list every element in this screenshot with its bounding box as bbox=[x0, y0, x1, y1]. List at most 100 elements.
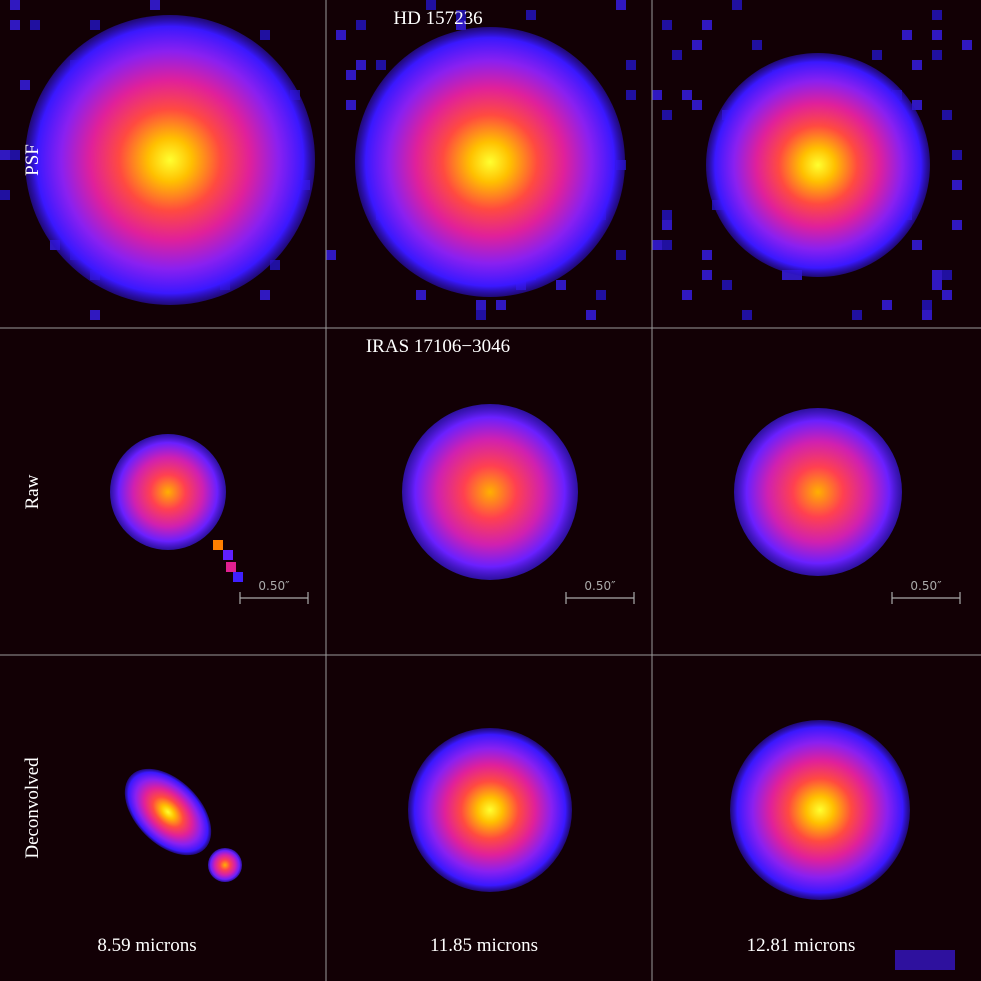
scale-bar: 0.50″ bbox=[565, 579, 635, 604]
noise-pixel bbox=[626, 60, 636, 70]
noise-pixel bbox=[356, 60, 366, 70]
noise-pixel bbox=[952, 220, 962, 230]
row-label: Deconvolved bbox=[22, 757, 43, 859]
noise-pixel bbox=[260, 30, 270, 40]
noise-pixel bbox=[346, 100, 356, 110]
noise-pixel bbox=[376, 60, 386, 70]
noise-pixel bbox=[10, 20, 20, 30]
noise-pixel bbox=[336, 30, 346, 40]
noise-pixel bbox=[20, 80, 30, 90]
raw-blob bbox=[734, 408, 902, 576]
noise-pixel bbox=[882, 300, 892, 310]
noise-pixel bbox=[626, 90, 636, 100]
noise-pixel bbox=[616, 0, 626, 10]
noise-pixel bbox=[932, 10, 942, 20]
noise-pixel bbox=[722, 280, 732, 290]
noise-pixel bbox=[702, 20, 712, 30]
scale-bar-label: 0.50″ bbox=[258, 579, 290, 593]
noise-pixel bbox=[872, 50, 882, 60]
noise-pixel bbox=[456, 10, 466, 20]
noise-pixel bbox=[782, 270, 792, 280]
scale-bar-label: 0.50″ bbox=[910, 579, 942, 593]
noise-pixel bbox=[496, 300, 506, 310]
noise-pixel bbox=[662, 110, 672, 120]
noise-pixel bbox=[662, 240, 672, 250]
noise-pixel bbox=[456, 20, 466, 30]
noise-pixel bbox=[672, 50, 682, 60]
noise-pixel bbox=[942, 290, 952, 300]
noise-pixel bbox=[652, 90, 662, 100]
target-title: IRAS 17106−3046 bbox=[366, 336, 510, 357]
noise-pixel bbox=[556, 280, 566, 290]
column-label: 12.81 microns bbox=[747, 935, 856, 956]
noise-pixel bbox=[922, 310, 932, 320]
noise-pixel bbox=[932, 30, 942, 40]
scale-bar-label: 0.50″ bbox=[584, 579, 616, 593]
noise-pixel bbox=[346, 70, 356, 80]
noise-pixel bbox=[952, 180, 962, 190]
noise-pixel bbox=[932, 50, 942, 60]
noise-pixel bbox=[10, 150, 20, 160]
noise-pixel bbox=[10, 0, 20, 10]
noise-pixel bbox=[0, 190, 10, 200]
noise-pixel bbox=[0, 150, 10, 160]
column-label: 11.85 microns bbox=[430, 935, 538, 956]
noise-pixel bbox=[702, 270, 712, 280]
noise-pixel bbox=[852, 310, 862, 320]
noise-pixel bbox=[270, 260, 280, 270]
noise-pixel bbox=[416, 290, 426, 300]
noise-pixel bbox=[426, 0, 436, 10]
noise-pixel bbox=[732, 0, 742, 10]
noise-pixel bbox=[912, 60, 922, 70]
noise-pixel bbox=[662, 210, 672, 220]
noise-pixel bbox=[962, 40, 972, 50]
noise-pixel bbox=[932, 270, 942, 280]
noise-pixel bbox=[596, 290, 606, 300]
noise-pixel bbox=[662, 220, 672, 230]
noise-pixel bbox=[476, 310, 486, 320]
noise-pixel bbox=[942, 110, 952, 120]
noise-pixel bbox=[90, 310, 100, 320]
row-label: PSF bbox=[22, 144, 43, 176]
column-label: 8.59 microns bbox=[97, 935, 196, 956]
noise-pixel bbox=[662, 20, 672, 30]
raw-pixel bbox=[213, 540, 223, 550]
noise-pixel bbox=[922, 300, 932, 310]
noise-pixel bbox=[150, 0, 160, 10]
noise-pixel bbox=[526, 10, 536, 20]
noise-pixel bbox=[702, 250, 712, 260]
raw-pixel bbox=[226, 562, 236, 572]
target-title: HD 157236 bbox=[393, 8, 482, 29]
noise-pixel bbox=[586, 310, 596, 320]
corner-pixels bbox=[895, 950, 955, 970]
noise-pixel bbox=[912, 240, 922, 250]
noise-pixel bbox=[476, 300, 486, 310]
noise-pixel bbox=[692, 40, 702, 50]
noise-pixel bbox=[260, 290, 270, 300]
scale-bar: 0.50″ bbox=[239, 579, 309, 604]
noise-pixel bbox=[616, 250, 626, 260]
noise-pixel bbox=[652, 240, 662, 250]
psf-blob bbox=[706, 53, 930, 277]
deconvolved-blob bbox=[730, 720, 910, 900]
noise-pixel bbox=[902, 30, 912, 40]
deconvolved-blob bbox=[124, 768, 212, 856]
scale-bar: 0.50″ bbox=[891, 579, 961, 604]
noise-pixel bbox=[952, 150, 962, 160]
deconvolved-blob bbox=[208, 848, 242, 882]
raw-pixel bbox=[223, 550, 233, 560]
psf-blob bbox=[355, 27, 625, 297]
noise-pixel bbox=[932, 280, 942, 290]
noise-pixel bbox=[326, 250, 336, 260]
noise-pixel bbox=[912, 100, 922, 110]
noise-pixel bbox=[942, 270, 952, 280]
noise-pixel bbox=[692, 100, 702, 110]
deconvolved-blob bbox=[408, 728, 572, 892]
psf-blob bbox=[25, 15, 315, 305]
raw-pixel bbox=[233, 572, 243, 582]
row-label: Raw bbox=[22, 474, 43, 509]
noise-pixel bbox=[90, 20, 100, 30]
noise-pixel bbox=[682, 290, 692, 300]
raw-blob bbox=[402, 404, 578, 580]
